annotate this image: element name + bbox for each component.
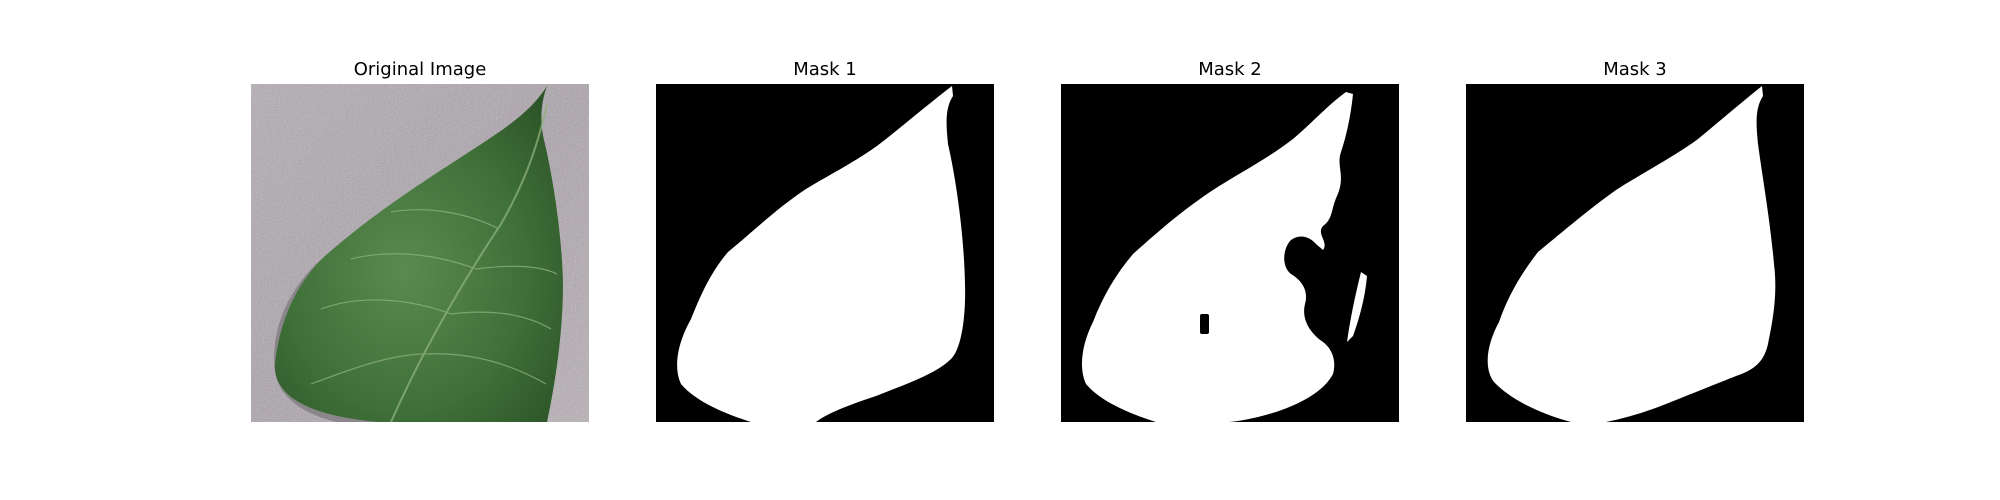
mask-2-image xyxy=(1061,84,1399,422)
panel-title-mask-3: Mask 3 xyxy=(1603,59,1667,80)
original-leaf-photo xyxy=(251,84,589,422)
panel-title-original-image: Original Image xyxy=(353,59,487,80)
mask-2-sliver xyxy=(1347,272,1367,342)
leaf xyxy=(274,86,563,422)
mask-3-region xyxy=(1487,86,1776,422)
mask-1-image xyxy=(656,84,994,422)
mask-1-region xyxy=(677,86,966,422)
mask-2-region xyxy=(1081,92,1353,422)
leaf-veins xyxy=(310,103,558,422)
panel-title-mask-2: Mask 2 xyxy=(1198,59,1262,80)
panel-title-mask-1: Mask 1 xyxy=(793,59,857,80)
mask-3-image xyxy=(1466,84,1804,422)
mask-2-hole xyxy=(1200,314,1209,334)
